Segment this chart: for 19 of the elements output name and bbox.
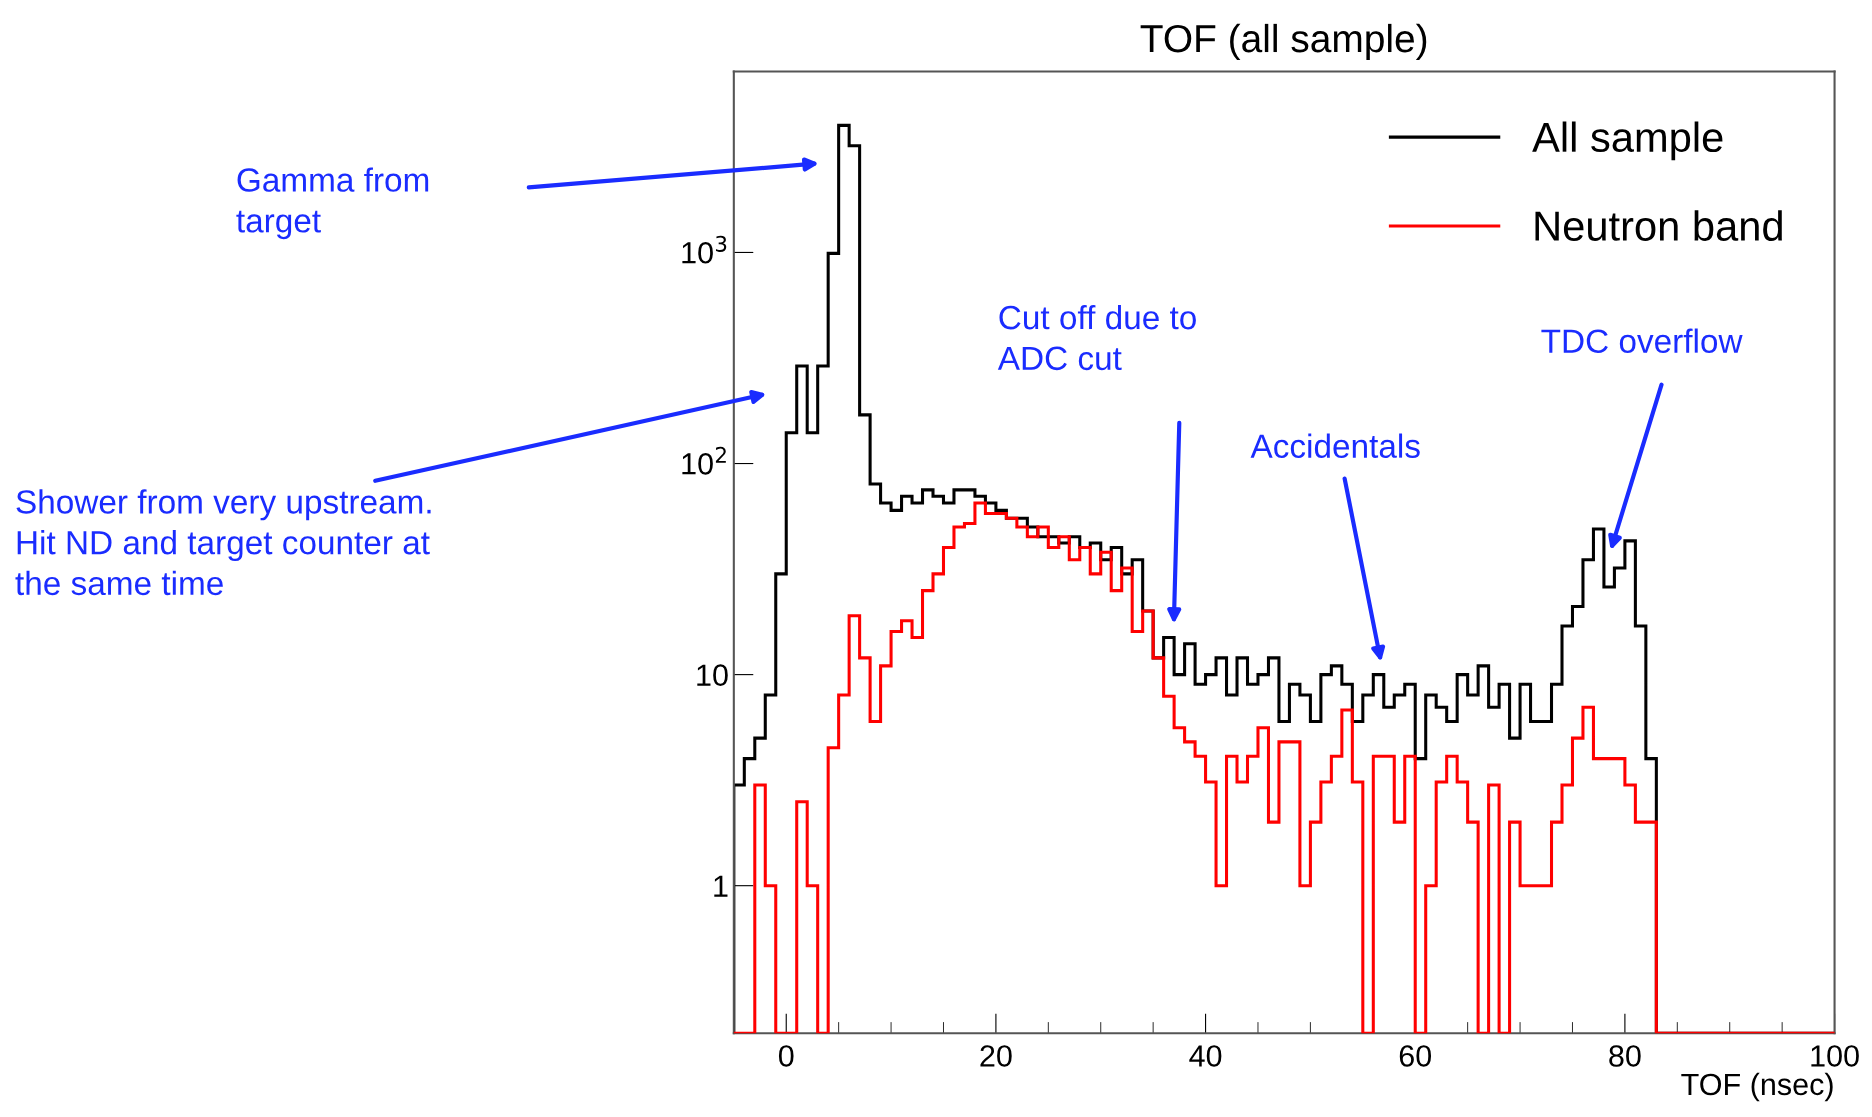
annotation: TDC overflow xyxy=(1541,328,1743,353)
x-tick-label: 60 xyxy=(1399,1045,1432,1067)
x-tick-label: 0 xyxy=(778,1045,794,1067)
x-axis-title: TOF (nsec) xyxy=(1681,1072,1833,1102)
y-tick-label: 10 xyxy=(697,664,728,686)
text: Shower from very upstream. Hit ND and target counter at the same time xyxy=(15,489,431,596)
legend-label: All sample xyxy=(1532,121,1723,161)
annotation: Accidentals xyxy=(1250,433,1420,458)
x-tick-label: 80 xyxy=(1609,1045,1641,1067)
y-tick-label: 10$^{3}$ xyxy=(682,235,727,264)
legend-label: Neutron band xyxy=(1535,210,1782,241)
y-tick-label: 10$^{2}$ xyxy=(682,446,726,475)
text: Gamma from target xyxy=(236,167,429,240)
x-tick-label: 20 xyxy=(980,1045,1012,1067)
annotation: Cut off due to ADC cut xyxy=(997,304,1196,371)
chart-title: TOF (all sample) xyxy=(1140,23,1427,61)
x-tick-label: 40 xyxy=(1189,1045,1222,1067)
x-tick-label: 100 xyxy=(1811,1045,1859,1067)
y-tick-label: 1 xyxy=(714,875,728,897)
